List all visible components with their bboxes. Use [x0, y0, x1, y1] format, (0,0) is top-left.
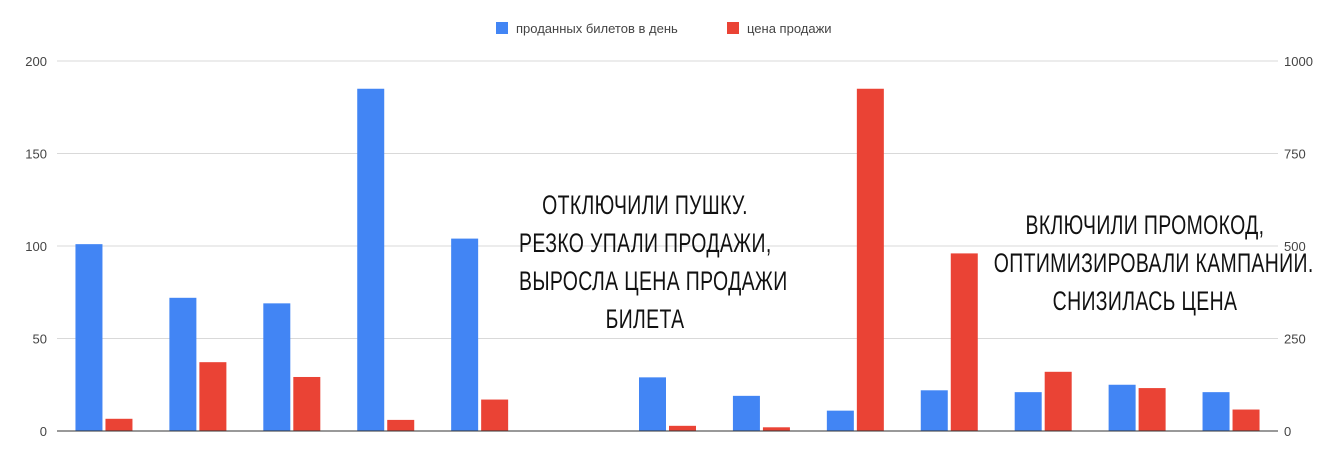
- annotation-line: БИЛЕТА: [605, 304, 685, 334]
- bar-price: [293, 376, 321, 431]
- y-left-tick-label: 50: [33, 332, 47, 347]
- bar-tickets: [639, 377, 666, 431]
- legend: проданных билетов в день цена продажи: [496, 21, 832, 36]
- annotation-line: ВЫРОСЛА ЦЕНА ПРОДАЖИ: [519, 266, 788, 296]
- bar-tickets: [169, 297, 197, 431]
- bar-tickets: [1108, 384, 1136, 431]
- bar-tickets: [357, 88, 385, 431]
- legend-label-price: цена продажи: [747, 21, 832, 36]
- y-right-tick-label: 0: [1284, 424, 1291, 439]
- y-left-tick-label: 100: [25, 239, 47, 254]
- bar-price: [105, 418, 133, 431]
- bar-price: [199, 362, 227, 431]
- annotation-promo: ВКЛЮЧИЛИ ПРОМОКОД, ОПТИМИЗИРОВАЛИ КАМПАН…: [993, 206, 1314, 320]
- legend-swatch-tickets: [496, 22, 508, 34]
- y-right-tick-label: 750: [1284, 147, 1306, 162]
- bars: [75, 88, 1260, 431]
- bar-tickets: [263, 303, 291, 431]
- bar-price: [387, 419, 415, 431]
- y-right-tick-label: 250: [1284, 332, 1306, 347]
- annotation-line: СНИЗИЛАСЬ ЦЕНА: [1052, 286, 1238, 316]
- bar-price: [950, 253, 978, 431]
- right-axis-ticks: 0 250 500 750 1000: [1284, 54, 1313, 439]
- y-left-tick-label: 0: [40, 424, 47, 439]
- annotation-line: РЕЗКО УПАЛИ ПРОДАЖИ,: [519, 228, 772, 258]
- bar-price: [669, 425, 696, 431]
- annotation-line: ОТКЛЮЧИЛИ ПУШКУ.: [542, 190, 748, 220]
- bar-price: [1232, 409, 1260, 431]
- annotation-line: ОПТИМИЗИРОВАЛИ КАМПАНИИ.: [993, 248, 1314, 278]
- gridlines: [57, 60, 1278, 339]
- bar-price: [1044, 371, 1072, 431]
- annotation-push-off: ОТКЛЮЧИЛИ ПУШКУ. РЕЗКО УПАЛИ ПРОДАЖИ, ВЫ…: [519, 186, 788, 338]
- bar-price: [481, 399, 509, 431]
- legend-swatch-price: [727, 22, 739, 34]
- bar-tickets: [451, 238, 479, 431]
- y-right-tick-label: 1000: [1284, 54, 1313, 69]
- bar-price: [856, 88, 884, 431]
- bar-price: [1138, 388, 1166, 431]
- bar-tickets: [826, 410, 854, 431]
- bar-tickets: [1014, 392, 1042, 431]
- y-left-tick-label: 150: [25, 147, 47, 162]
- legend-label-tickets: проданных билетов в день: [516, 21, 678, 36]
- left-axis-ticks: 0 50 100 150 200: [25, 54, 47, 439]
- bar-tickets: [1202, 392, 1230, 431]
- bar-price: [762, 427, 790, 431]
- bar-tickets: [75, 244, 103, 431]
- bar-tickets: [920, 390, 948, 431]
- y-right-tick-label: 500: [1284, 239, 1306, 254]
- bar-tickets: [732, 395, 760, 431]
- y-left-tick-label: 200: [25, 54, 47, 69]
- annotation-line: ВКЛЮЧИЛИ ПРОМОКОД,: [1025, 210, 1265, 240]
